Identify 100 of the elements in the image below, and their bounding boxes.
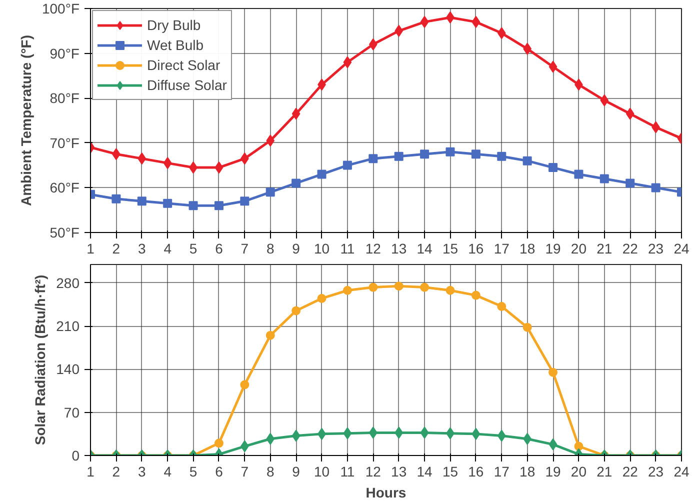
point <box>522 322 532 332</box>
point <box>292 108 300 120</box>
y-tick-label: 60°F <box>50 180 80 196</box>
point <box>163 198 172 208</box>
y-tick-label: 280 <box>56 274 80 291</box>
point <box>112 194 121 204</box>
point <box>394 282 404 291</box>
point <box>342 286 352 295</box>
x-tick-label: 6 <box>215 240 224 256</box>
x-tick-label: 24 <box>674 240 690 256</box>
x-tick-label: 1 <box>86 240 95 256</box>
x-tick-label: 5 <box>189 240 198 256</box>
point <box>420 16 429 28</box>
x-tick-label: 24 <box>674 464 690 480</box>
point <box>651 183 660 192</box>
point <box>497 27 506 40</box>
y-tick-label: 70°F <box>50 134 80 151</box>
point <box>266 134 275 147</box>
point <box>394 152 404 161</box>
x-tick-label: 1 <box>86 464 95 480</box>
y-tick-label: 210 <box>56 318 80 334</box>
point <box>394 24 404 37</box>
point <box>600 174 609 184</box>
y-tick-label: 80°F <box>50 90 80 106</box>
x-tick-label: 20 <box>570 240 587 256</box>
y-tick-label: 50°F <box>50 224 80 240</box>
point <box>472 16 480 28</box>
point <box>240 380 250 390</box>
point <box>626 178 635 188</box>
point <box>317 170 326 179</box>
x-tick-label: 19 <box>545 240 562 256</box>
x-tick-label: 13 <box>391 464 407 480</box>
x-tick-label: 8 <box>266 464 274 480</box>
point <box>292 306 301 316</box>
point <box>368 282 378 292</box>
point <box>266 330 275 340</box>
x-tick-label: 18 <box>520 240 536 256</box>
point <box>497 302 506 311</box>
point <box>342 160 352 170</box>
point <box>188 201 198 210</box>
point <box>420 282 430 292</box>
point <box>471 290 480 300</box>
x-tick-label: 17 <box>494 464 510 480</box>
point <box>446 147 455 156</box>
x-tick-label: 3 <box>138 240 146 256</box>
x-tick-label: 17 <box>494 240 510 256</box>
point <box>266 188 275 197</box>
point <box>317 294 326 303</box>
y-tick-label: 100°F <box>42 0 80 16</box>
x-tick-label: 23 <box>648 464 664 480</box>
point <box>600 94 609 106</box>
point <box>138 152 146 165</box>
x-tick-label: 21 <box>596 464 612 480</box>
point <box>292 178 301 188</box>
x-tick-label: 20 <box>570 464 587 480</box>
x-tick-label: 9 <box>292 464 300 480</box>
x-axis-title: Hours <box>366 484 406 500</box>
point <box>368 154 378 164</box>
y-tick-label: 140 <box>56 361 80 378</box>
point <box>137 196 146 206</box>
x-tick-label: 5 <box>189 464 198 480</box>
point <box>548 60 558 73</box>
point <box>497 152 506 161</box>
x-tick-label: 22 <box>622 464 638 480</box>
x-tick-label: 3 <box>138 464 146 480</box>
x-tick-label: 14 <box>416 464 433 480</box>
x-tick-label: 16 <box>468 240 484 256</box>
x-tick-label: 9 <box>292 240 300 256</box>
x-tick-label: 19 <box>545 464 562 480</box>
x-tick-label: 23 <box>648 240 664 256</box>
point <box>214 162 224 174</box>
legend-label: Wet Bulb <box>147 36 204 55</box>
point <box>163 157 172 170</box>
x-tick-label: 7 <box>240 240 249 256</box>
x-tick-label: 2 <box>112 240 120 256</box>
x-tick-label: 13 <box>391 240 407 256</box>
x-tick-label: 12 <box>365 240 382 256</box>
point <box>574 170 584 179</box>
point <box>446 286 455 295</box>
x-tick-label: 16 <box>468 464 484 480</box>
y-tick-label: 0 <box>72 448 80 464</box>
legend-label: Dry Bulb <box>147 16 201 35</box>
x-tick-label: 7 <box>240 464 249 480</box>
x-tick-label: 6 <box>215 464 224 480</box>
x-tick-label: 10 <box>314 464 330 480</box>
point <box>548 163 558 172</box>
point <box>420 150 430 159</box>
point <box>548 368 558 377</box>
x-tick-label: 15 <box>442 464 458 480</box>
x-tick-label: 14 <box>416 240 433 256</box>
point <box>240 196 250 206</box>
x-tick-label: 2 <box>112 464 120 480</box>
y-axis-title: Solar Radiation (Btu/h·ft²) <box>32 274 48 446</box>
x-tick-label: 10 <box>314 240 330 256</box>
x-tick-label: 15 <box>442 240 458 256</box>
point <box>214 201 224 210</box>
x-tick-label: 8 <box>266 240 274 256</box>
x-tick-label: 11 <box>340 240 355 256</box>
x-tick-label: 18 <box>520 464 536 480</box>
point <box>368 38 378 50</box>
